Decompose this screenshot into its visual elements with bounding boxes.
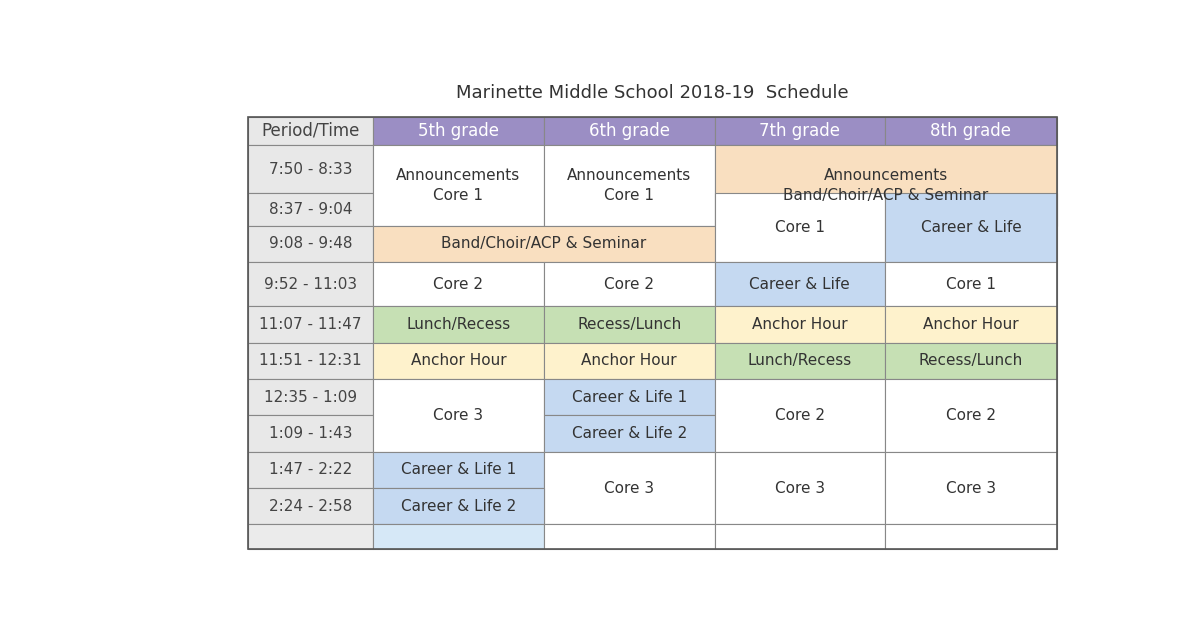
Bar xyxy=(886,306,1057,343)
Text: Career & Life: Career & Life xyxy=(920,220,1021,235)
Text: Lunch/Recess: Lunch/Recess xyxy=(748,353,852,369)
Text: Anchor Hour: Anchor Hour xyxy=(923,317,1019,332)
Bar xyxy=(247,306,373,343)
Text: Career & Life: Career & Life xyxy=(750,277,851,292)
Bar xyxy=(714,306,886,343)
Text: Career & Life 2: Career & Life 2 xyxy=(571,426,686,441)
Bar xyxy=(247,117,373,145)
Text: 2:24 - 2:58: 2:24 - 2:58 xyxy=(269,499,352,513)
Bar xyxy=(544,452,714,524)
Text: 7:50 - 8:33: 7:50 - 8:33 xyxy=(269,162,352,177)
Text: Core 1: Core 1 xyxy=(946,277,996,292)
Text: 6th grade: 6th grade xyxy=(589,122,670,140)
Text: Core 3: Core 3 xyxy=(433,408,484,423)
Bar xyxy=(544,117,714,145)
Bar xyxy=(886,379,1057,452)
Bar xyxy=(247,262,373,306)
Text: 5th grade: 5th grade xyxy=(418,122,499,140)
Bar xyxy=(247,415,373,452)
Bar xyxy=(886,262,1057,306)
Text: 9:52 - 11:03: 9:52 - 11:03 xyxy=(264,277,356,292)
Bar xyxy=(247,379,373,415)
Bar xyxy=(373,379,544,452)
Text: Band/Choir/ACP & Seminar: Band/Choir/ACP & Seminar xyxy=(442,236,647,251)
Text: 1:47 - 2:22: 1:47 - 2:22 xyxy=(269,462,352,478)
Text: 1:09 - 1:43: 1:09 - 1:43 xyxy=(269,426,352,441)
Bar xyxy=(247,117,1057,549)
Text: Core 1: Core 1 xyxy=(775,220,824,235)
Text: Core 3: Core 3 xyxy=(946,481,996,496)
Text: Core 2: Core 2 xyxy=(433,277,484,292)
Bar xyxy=(714,117,886,145)
Bar xyxy=(544,415,714,452)
Text: Career & Life 1: Career & Life 1 xyxy=(401,462,516,478)
Bar xyxy=(714,343,886,379)
Bar xyxy=(544,343,714,379)
Bar xyxy=(544,306,714,343)
Bar xyxy=(544,262,714,306)
Bar xyxy=(373,452,544,488)
Bar xyxy=(886,524,1057,549)
Bar xyxy=(544,524,714,549)
Bar xyxy=(714,193,886,262)
Text: 9:08 - 9:48: 9:08 - 9:48 xyxy=(269,236,352,251)
Text: Core 3: Core 3 xyxy=(775,481,824,496)
Text: Recess/Lunch: Recess/Lunch xyxy=(577,317,682,332)
Text: Anchor Hour: Anchor Hour xyxy=(410,353,506,369)
Bar xyxy=(247,226,373,262)
Bar xyxy=(373,226,714,262)
Text: 11:51 - 12:31: 11:51 - 12:31 xyxy=(259,353,361,369)
Bar xyxy=(373,262,544,306)
Text: Core 2: Core 2 xyxy=(775,408,824,423)
Bar xyxy=(373,343,544,379)
Bar xyxy=(544,379,714,415)
Bar xyxy=(247,488,373,524)
Bar xyxy=(544,145,714,226)
Bar xyxy=(886,452,1057,524)
Text: Announcements
Core 1: Announcements Core 1 xyxy=(396,168,521,203)
Text: Recess/Lunch: Recess/Lunch xyxy=(919,353,1024,369)
Bar xyxy=(373,488,544,524)
Text: Period/Time: Period/Time xyxy=(262,122,360,140)
Bar xyxy=(373,524,544,549)
Text: Anchor Hour: Anchor Hour xyxy=(581,353,677,369)
Text: 11:07 - 11:47: 11:07 - 11:47 xyxy=(259,317,361,332)
Text: Announcements
Band/Choir/ACP & Seminar: Announcements Band/Choir/ACP & Seminar xyxy=(784,168,989,203)
Bar xyxy=(714,452,886,524)
Bar xyxy=(714,379,886,452)
Bar xyxy=(886,193,1057,262)
Text: Career & Life 1: Career & Life 1 xyxy=(571,390,686,404)
Bar xyxy=(247,193,373,226)
Bar xyxy=(247,343,373,379)
Text: Anchor Hour: Anchor Hour xyxy=(752,317,847,332)
Bar xyxy=(886,117,1057,145)
Text: Career & Life 2: Career & Life 2 xyxy=(401,499,516,513)
Bar xyxy=(373,117,544,145)
Text: 12:35 - 1:09: 12:35 - 1:09 xyxy=(264,390,356,404)
Bar xyxy=(373,306,544,343)
Bar xyxy=(714,262,886,306)
Text: 8:37 - 9:04: 8:37 - 9:04 xyxy=(269,202,352,217)
Text: 8th grade: 8th grade xyxy=(930,122,1012,140)
Bar xyxy=(247,145,373,193)
Bar xyxy=(247,524,373,549)
Bar xyxy=(373,145,544,226)
Bar xyxy=(714,524,886,549)
Bar xyxy=(886,343,1057,379)
Text: Lunch/Recess: Lunch/Recess xyxy=(407,317,510,332)
Text: Core 2: Core 2 xyxy=(946,408,996,423)
Text: Core 2: Core 2 xyxy=(604,277,654,292)
Text: Core 3: Core 3 xyxy=(604,481,654,496)
Bar xyxy=(714,145,1057,226)
Bar xyxy=(247,452,373,488)
Text: 7th grade: 7th grade xyxy=(760,122,840,140)
Text: Announcements
Core 1: Announcements Core 1 xyxy=(568,168,691,203)
Text: Marinette Middle School 2018-19  Schedule: Marinette Middle School 2018-19 Schedule xyxy=(456,84,848,101)
